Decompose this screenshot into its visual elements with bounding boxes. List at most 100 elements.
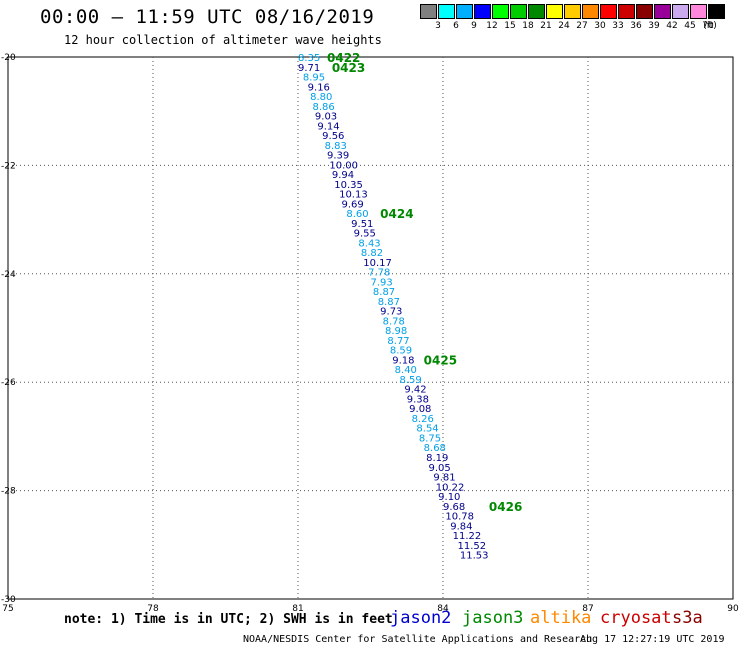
wave-height-label: 10.13 <box>339 190 368 201</box>
wave-height-label: 9.08 <box>409 404 431 415</box>
page-subtitle: 12 hour collection of altimeter wave hei… <box>64 33 382 47</box>
wave-height-label: 8.59 <box>400 375 422 386</box>
legend-swatch <box>654 4 671 19</box>
wave-height-label: 9.81 <box>433 473 455 484</box>
legend-swatch <box>492 4 509 19</box>
wave-height-label: 9.51 <box>351 219 373 230</box>
lat-tick-label: -24 <box>1 270 16 280</box>
mission-name: s3a <box>672 608 703 628</box>
wave-height-label: 9.38 <box>407 394 429 405</box>
wave-height-label: 9.56 <box>322 131 344 142</box>
mission-name: cryosat <box>600 608 672 628</box>
wave-height-label: 9.03 <box>315 112 337 123</box>
legend-label: 42 <box>666 21 678 31</box>
wave-height-label: 9.68 <box>443 502 465 513</box>
time-label: 0426 <box>489 500 522 514</box>
wave-height-label: 9.18 <box>392 355 414 366</box>
legend-label: 3 <box>435 21 441 31</box>
map-frame <box>7 56 734 600</box>
wave-height-label: 7.78 <box>368 268 390 279</box>
legend-label: 27 <box>576 21 588 31</box>
wave-height-label: 8.75 <box>419 433 441 444</box>
wave-height-label: 8.54 <box>416 424 438 435</box>
wave-height-label: 10.78 <box>445 512 474 523</box>
legend-label: 24 <box>558 21 570 31</box>
wave-height-label: 8.87 <box>373 287 395 298</box>
generated-timestamp: Aug 17 12:27:19 UTC 2019 <box>580 634 725 645</box>
time-label: 0425 <box>424 353 457 367</box>
wave-height-label: 10.17 <box>363 258 392 269</box>
wave-height-label: 9.94 <box>332 170 354 181</box>
wave-height-label: 9.71 <box>298 63 320 74</box>
legend-swatch <box>474 4 491 19</box>
lat-tick-label: -22 <box>1 161 16 171</box>
legend-unit: (ft) <box>703 21 717 31</box>
wave-height-label: 8.78 <box>383 316 405 327</box>
wave-height-label: 10.35 <box>334 180 363 191</box>
mission-name: jason2 <box>390 608 452 628</box>
wave-height-label: 8.86 <box>313 102 335 113</box>
legend-label: 45 <box>684 21 696 31</box>
wave-height-label: 9.14 <box>317 121 339 132</box>
legend-swatch <box>456 4 473 19</box>
wave-height-label: 8.60 <box>346 209 368 220</box>
lon-tick-label: 90 <box>727 604 739 614</box>
wave-height-label: 9.73 <box>380 307 402 318</box>
lon-tick-label: 84 <box>437 604 449 614</box>
legend-label: 12 <box>486 21 498 31</box>
wave-height-label: 8.95 <box>303 73 325 84</box>
legend-swatch <box>708 4 725 19</box>
legend-label: 21 <box>540 21 552 31</box>
wave-height-label: 11.53 <box>460 551 489 562</box>
mission-name: altika <box>530 608 592 628</box>
wave-height-label: 8.87 <box>378 297 400 308</box>
legend-label: 39 <box>648 21 660 31</box>
lat-tick-label: -26 <box>1 378 16 388</box>
lon-tick-label: 87 <box>582 604 593 614</box>
legend-label: 15 <box>504 21 516 31</box>
legend-swatch <box>600 4 617 19</box>
legend-label: 6 <box>453 21 459 31</box>
lon-tick-label: 78 <box>147 604 159 614</box>
wave-height-label: 8.35 <box>298 53 320 64</box>
mission-name: jason3 <box>462 608 524 628</box>
legend-label: 33 <box>612 21 624 31</box>
wave-height-label: 8.82 <box>361 248 383 259</box>
legend-swatch <box>582 4 599 19</box>
legend-label: 18 <box>522 21 534 31</box>
time-label: 0423 <box>332 61 365 75</box>
wave-height-label: 11.52 <box>458 541 487 552</box>
lat-tick-label: -20 <box>1 53 16 63</box>
wave-height-label: 10.22 <box>436 482 465 493</box>
legend-label: 70 <box>702 21 714 31</box>
wave-height-label: 9.10 <box>438 492 460 503</box>
wave-height-label: 8.26 <box>412 414 434 425</box>
legend-swatch <box>636 4 653 19</box>
footer-note: note: 1) Time is in UTC; 2) SWH is in fe… <box>64 612 393 627</box>
time-label: 0424 <box>380 207 413 221</box>
wave-height-label: 9.16 <box>308 82 330 93</box>
wave-height-label: 8.68 <box>424 443 446 454</box>
wave-height-label: 8.80 <box>310 92 332 103</box>
legend-label: 30 <box>594 21 606 31</box>
legend-label: 36 <box>630 21 642 31</box>
wave-height-label: 8.98 <box>385 326 407 337</box>
legend-swatch <box>690 4 707 19</box>
time-label: 0422 <box>327 51 360 65</box>
legend-swatch <box>564 4 581 19</box>
wave-height-label: 9.42 <box>404 385 426 396</box>
wave-height-label: 8.77 <box>387 336 409 347</box>
wave-height-label: 8.83 <box>325 141 347 152</box>
legend-swatch <box>618 4 635 19</box>
wave-height-label: 8.19 <box>426 453 448 464</box>
lon-tick-label: 75 <box>2 604 13 614</box>
lon-tick-label: 81 <box>292 604 303 614</box>
legend-swatch <box>420 4 437 19</box>
wave-height-label: 11.22 <box>453 531 482 542</box>
legend-swatch <box>528 4 545 19</box>
legend-swatch <box>546 4 563 19</box>
legend-label: 9 <box>471 21 477 31</box>
lat-tick-label: -30 <box>1 595 16 605</box>
wave-height-label: 7.93 <box>371 277 393 288</box>
wave-height-label: 9.84 <box>450 521 472 532</box>
